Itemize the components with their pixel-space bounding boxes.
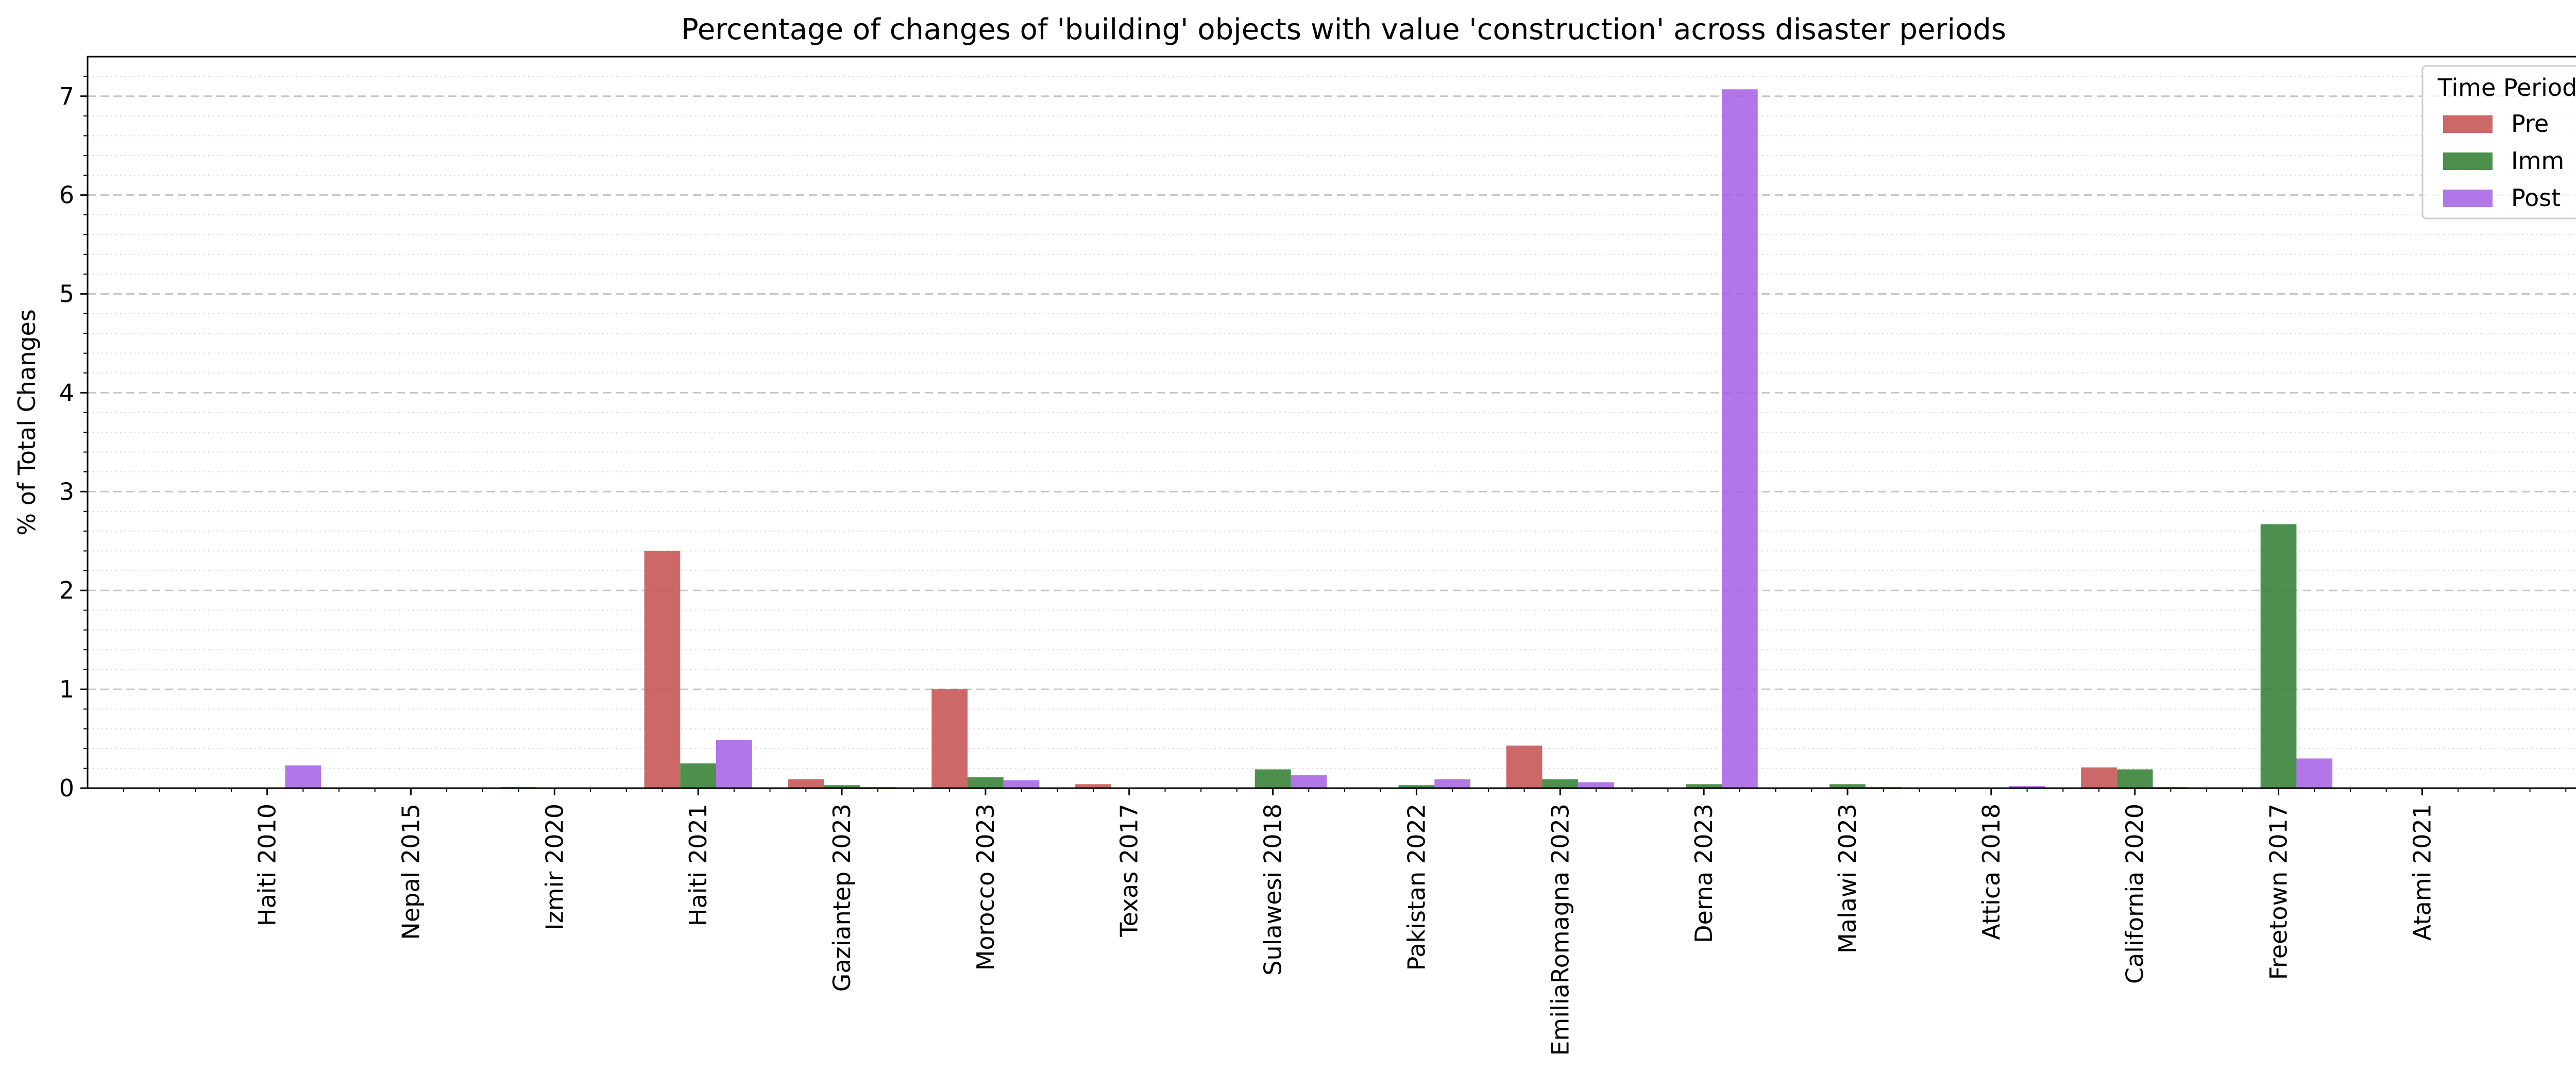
bar-imm (1542, 779, 1579, 788)
bar-post (1434, 779, 1470, 788)
x-tick-label: Attica 2018 (1977, 804, 2005, 940)
y-axis-label: % of Total Changes (13, 309, 41, 535)
y-tick-label: 1 (59, 675, 74, 703)
plot-frame (87, 56, 2576, 789)
legend-label-imm: Imm (2511, 147, 2564, 175)
legend-swatch-imm (2443, 152, 2493, 170)
y-tick-label: 3 (59, 478, 74, 505)
legend: Time Period Pre Imm Post (2421, 65, 2576, 219)
bars (285, 89, 2333, 788)
x-tick-label: California 2020 (2121, 804, 2149, 984)
bar-imm (1686, 784, 1722, 788)
axes (87, 56, 2576, 789)
x-tick-label: Malawi 2023 (1834, 804, 1861, 953)
x-tick-label: EmiliaRomagna 2023 (1546, 804, 1574, 1056)
legend-box (2421, 65, 2576, 219)
bar-post (2296, 758, 2333, 788)
x-tick-label: Haiti 2021 (684, 804, 712, 926)
bar-imm (2260, 524, 2297, 788)
y-tick-label: 4 (59, 379, 74, 406)
bar-imm (1829, 784, 1866, 788)
y-tick-label: 2 (59, 576, 74, 604)
y-tick-label: 0 (59, 774, 74, 802)
x-tick-label: Haiti 2010 (253, 804, 281, 926)
x-tick-label: Izmir 2020 (540, 804, 568, 930)
x-tick-label: Pakistan 2022 (1402, 804, 1430, 970)
y-tick-label: 6 (59, 181, 74, 209)
legend-title: Time Period (2437, 74, 2576, 101)
grid-lines (88, 76, 2576, 769)
x-tick-label: Texas 2017 (1115, 804, 1143, 938)
bar-post (1291, 775, 1327, 788)
bar-post (1722, 89, 1758, 788)
bar-post (1003, 780, 1040, 788)
x-tick-label: Sulawesi 2018 (1259, 804, 1287, 976)
bar-pre (931, 689, 968, 788)
bar-post (2009, 786, 2045, 788)
bar-pre (788, 779, 824, 788)
x-tick-label: Freetown 2017 (2265, 804, 2293, 980)
legend-swatch-post (2443, 190, 2493, 207)
bar-imm (2116, 769, 2153, 788)
bar-imm (1255, 769, 1291, 788)
bar-pre (1506, 745, 1543, 788)
bar-imm (968, 777, 1004, 788)
tick-labels: 0 1 2 3 4 5 6 7 Haiti 2010 Nepal 2015 Izmir 2020 Ha… (59, 76, 2567, 1056)
bar-imm (1398, 785, 1435, 788)
bar-post (716, 739, 752, 788)
bar-pre (2081, 767, 2117, 788)
x-tick-label: Nepal 2015 (397, 804, 425, 940)
bar-post (1578, 782, 1614, 788)
bar-pre (1075, 784, 1111, 788)
y-tick-label: 5 (59, 280, 74, 308)
legend-swatch-pre (2443, 115, 2493, 133)
legend-label-post: Post (2511, 184, 2561, 212)
x-tick-label: Derna 2023 (1690, 804, 1718, 943)
bar-imm (824, 785, 860, 788)
bar-post (285, 765, 321, 788)
y-tick-label: 7 (59, 82, 74, 110)
bar-imm (680, 763, 716, 788)
x-tick-label: Gaziantep 2023 (828, 804, 856, 992)
bar-pre (644, 551, 681, 788)
chart-title: Percentage of changes of 'building' obje… (681, 13, 2006, 46)
x-tick-label: Morocco 2023 (972, 804, 999, 970)
legend-label-pre: Pre (2511, 110, 2549, 138)
x-tick-label: Atami 2021 (2408, 804, 2436, 941)
